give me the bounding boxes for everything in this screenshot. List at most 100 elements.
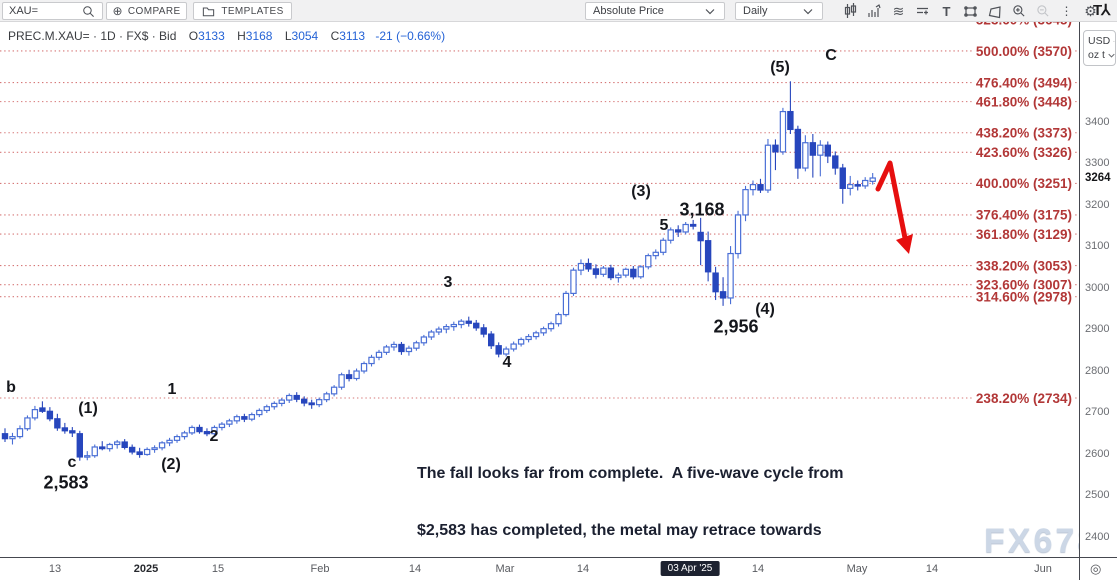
symbol-legend: PREC.M.XAU= · 1D · FX$ · Bid O3133 H3168… bbox=[8, 29, 445, 43]
fib-level-label: 523.60% (3645) bbox=[976, 22, 1072, 28]
close-value: 3113 bbox=[339, 29, 366, 43]
candlestick bbox=[158, 442, 166, 449]
volume-chart-icon[interactable] bbox=[867, 3, 882, 19]
candlestick bbox=[787, 110, 794, 131]
wave-label: C bbox=[825, 47, 837, 64]
unit-dropdown[interactable]: oz t bbox=[1088, 48, 1115, 62]
candlestick bbox=[577, 262, 585, 271]
candlestick bbox=[24, 417, 31, 430]
plus-circle-icon: ⊕ bbox=[112, 4, 123, 18]
candlestick bbox=[465, 320, 472, 324]
candlestick bbox=[286, 394, 293, 401]
candlestick bbox=[869, 177, 876, 182]
price-mode-dropdown[interactable]: Absolute Price bbox=[585, 2, 725, 20]
fib-level-label: 314.60% (2978) bbox=[976, 290, 1072, 305]
candlestick bbox=[435, 328, 443, 333]
settings-gear-icon[interactable]: ⚙ bbox=[1084, 2, 1097, 19]
candlestick bbox=[607, 267, 615, 279]
wave-label: (5) bbox=[770, 59, 790, 76]
wave-label: b bbox=[6, 379, 16, 396]
app-logo: T⅄ bbox=[1093, 2, 1110, 19]
candlestick bbox=[817, 144, 824, 156]
candlestick bbox=[712, 272, 719, 293]
watermark: FX678 bbox=[984, 522, 1079, 557]
candlestick bbox=[660, 239, 667, 253]
candlestick bbox=[847, 184, 854, 189]
candlestick bbox=[413, 342, 420, 349]
candlestick bbox=[383, 346, 390, 353]
candlestick bbox=[809, 142, 817, 156]
top-toolbar: XAU= ⊕ COMPARE TEMPLATES Absolute Price … bbox=[0, 0, 1117, 22]
time-axis[interactable]: 13 2025 15 Feb 14 Mar 14 03 Apr '25 14 May 14 Jun ◎ bbox=[0, 557, 1117, 580]
candlestick bbox=[502, 348, 510, 355]
open-label: O bbox=[188, 29, 199, 43]
chevron-down-icon bbox=[1108, 53, 1115, 58]
time-tick-label: May bbox=[846, 563, 868, 575]
candlestick bbox=[637, 266, 645, 278]
candlestick bbox=[188, 426, 196, 434]
candlestick bbox=[742, 189, 749, 216]
wave-label: (3) bbox=[631, 183, 651, 200]
text-tool-icon[interactable]: T bbox=[942, 3, 951, 19]
candlestick bbox=[458, 320, 465, 326]
time-tick-label: Feb bbox=[310, 563, 330, 575]
candlestick-style-icon[interactable] bbox=[843, 3, 858, 19]
zoom-out-icon[interactable] bbox=[1035, 3, 1050, 19]
shape-rect-icon[interactable] bbox=[963, 3, 978, 19]
candlestick bbox=[113, 441, 121, 446]
candlestick bbox=[749, 184, 757, 191]
change-value: -21 (−0.66%) bbox=[375, 29, 446, 43]
candlestick bbox=[278, 399, 285, 404]
candlestick bbox=[263, 406, 271, 412]
candlestick bbox=[719, 291, 727, 299]
currency-dropdown[interactable]: USD bbox=[1088, 34, 1115, 48]
price-tick-label: 2800 bbox=[1085, 364, 1110, 377]
chart-plot: 523.60% (3645) 500.00% (3570) 476.40% (349… bbox=[0, 22, 1079, 461]
axis-unit-box: USD oz t bbox=[1083, 30, 1116, 66]
wave-label: c bbox=[67, 454, 77, 471]
candlestick bbox=[390, 343, 398, 348]
forecast-arrow-head bbox=[896, 234, 913, 254]
price-tick-label: 2700 bbox=[1085, 406, 1110, 419]
candlestick bbox=[517, 338, 525, 345]
candlestick bbox=[368, 356, 375, 365]
wave-label: 2 bbox=[209, 428, 219, 445]
templates-button[interactable]: TEMPLATES bbox=[193, 2, 292, 20]
scroll-to-recent-icon[interactable]: ◎ bbox=[1090, 561, 1102, 576]
interval-dropdown[interactable]: Daily bbox=[735, 2, 823, 20]
more-options-icon[interactable]: ⋮ bbox=[1060, 4, 1073, 18]
compare-button[interactable]: ⊕ COMPARE bbox=[106, 2, 187, 20]
candlestick bbox=[196, 426, 203, 433]
candlestick bbox=[293, 394, 300, 400]
candlestick bbox=[734, 214, 742, 255]
fib-level-label: 423.60% (3326) bbox=[976, 145, 1072, 160]
time-tick-label: 14 bbox=[408, 563, 422, 575]
low-label: L bbox=[284, 29, 292, 43]
indicators-icon[interactable] bbox=[915, 3, 930, 19]
waves-icon[interactable]: ≋ bbox=[892, 2, 905, 19]
price-axis[interactable]: USD oz t 3400 3300 3200 3100 3000 2900 2800 270… bbox=[1080, 22, 1117, 557]
candlestick bbox=[330, 386, 338, 395]
shape-polygon-icon[interactable] bbox=[987, 3, 1002, 19]
candlestick bbox=[824, 144, 832, 157]
candlestick bbox=[832, 155, 839, 169]
candlestick bbox=[667, 229, 674, 241]
candlestick bbox=[779, 110, 787, 153]
candlestick bbox=[16, 428, 24, 438]
price-tick-label: 2600 bbox=[1085, 447, 1110, 460]
low-value: 3054 bbox=[291, 29, 319, 43]
candlestick bbox=[615, 274, 622, 279]
candlestick bbox=[181, 432, 188, 438]
chart-canvas[interactable]: 523.60% (3645) 500.00% (3570) 476.40% (349… bbox=[0, 22, 1079, 557]
candlestick bbox=[39, 407, 46, 412]
wave-label: 4 bbox=[502, 354, 512, 371]
candlestick bbox=[443, 326, 450, 330]
price-tick-label: 3100 bbox=[1085, 240, 1110, 253]
zoom-in-icon[interactable] bbox=[1011, 3, 1026, 19]
candlestick bbox=[338, 374, 345, 388]
symbol-search-input[interactable]: XAU= bbox=[2, 2, 103, 20]
time-tick-label: 14 bbox=[576, 563, 590, 575]
candlestick bbox=[450, 323, 458, 328]
candlestick bbox=[540, 328, 547, 334]
